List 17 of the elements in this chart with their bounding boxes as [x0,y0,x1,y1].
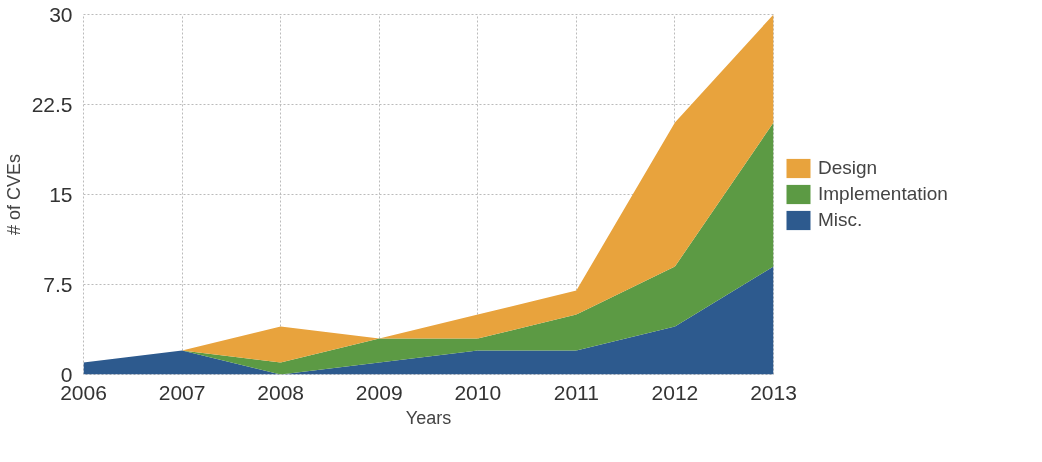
legend-label: Design [818,157,878,179]
y-tick-label: 0 [60,362,73,386]
legend-label: Implementation [818,183,948,205]
y-tick-label: 15 [49,182,73,206]
x-tick-label: 2010 [454,380,502,404]
x-tick-label: 2013 [750,380,797,404]
y-tick-label: 30 [49,2,73,26]
x-tick-label: 2011 [553,380,599,404]
x-axis-title: Years [405,407,452,428]
y-axis-title: # of CVEs [3,153,24,236]
legend-label: Misc. [818,209,863,231]
x-tick-label: 2007 [158,380,206,404]
y-tick-label: 22.5 [31,92,73,116]
y-tick-label: 7.5 [43,272,73,296]
x-tick-label: 2008 [257,380,304,404]
x-tick-label: 2012 [651,380,699,404]
x-tick-label: 2009 [355,380,403,404]
